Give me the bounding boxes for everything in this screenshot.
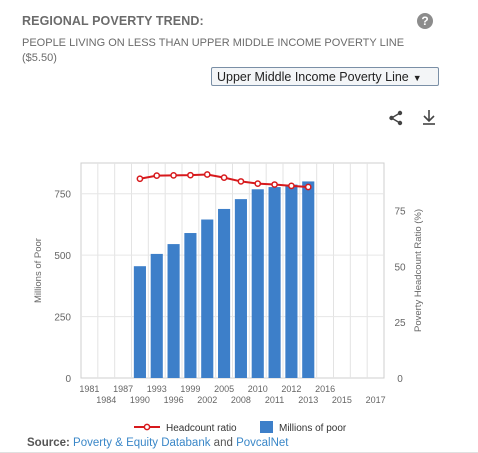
headcount-ratio-marker	[170, 172, 177, 179]
chart-title: REGIONAL POVERTY TREND:	[22, 14, 204, 28]
bar-millions-of-poor	[150, 253, 163, 378]
y-right-axis-label: Poverty Headcount Ratio (%)	[413, 209, 424, 332]
x-tick-label: 2010	[248, 384, 268, 394]
y-right-tick-label: 25	[394, 318, 406, 329]
source-label: Source:	[27, 437, 70, 449]
x-tick-label: 2011	[265, 395, 284, 405]
x-tick-label: 2008	[231, 395, 251, 405]
poverty-equity-databank-link[interactable]: Poverty & Equity Databank	[73, 437, 211, 449]
bar-millions-of-poor	[133, 266, 146, 378]
povcalnet-link[interactable]: PovcalNet	[236, 437, 289, 449]
x-tick-label: 2015	[332, 395, 352, 405]
source-line: Source: Poverty & Equity Databank and Po…	[27, 437, 288, 449]
x-tick-label: 2017	[366, 395, 386, 405]
bar-millions-of-poor	[201, 219, 214, 378]
y-left-tick-label: 500	[54, 251, 71, 262]
headcount-ratio-marker	[288, 182, 295, 190]
x-tick-label: 1993	[147, 384, 167, 394]
bar-millions-of-poor	[285, 184, 298, 378]
x-tick-label: 2012	[281, 384, 301, 394]
y-left-tick-label: 0	[65, 374, 71, 385]
bar-millions-of-poor	[302, 181, 315, 378]
y-right-tick-label: 50	[394, 262, 406, 273]
bar-millions-of-poor	[218, 208, 231, 378]
x-tick-label: 2016	[315, 384, 335, 394]
x-tick-label: 1996	[164, 395, 184, 405]
x-tick-label: 1990	[130, 395, 150, 405]
headcount-ratio-marker	[220, 174, 228, 181]
y-left-tick-label: 750	[54, 190, 71, 201]
x-tick-label: 1987	[113, 384, 133, 394]
y-left-axis-label: Millions of Poor	[33, 238, 44, 303]
headcount-ratio-marker	[254, 180, 262, 188]
headcount-ratio-marker	[271, 181, 278, 188]
bar-millions-of-poor	[234, 199, 247, 378]
help-icon[interactable]: ?	[417, 13, 433, 29]
headcount-ratio-marker	[153, 172, 161, 179]
poverty-line-select-value: Upper Middle Income Poverty Line	[217, 70, 409, 84]
y-right-tick-label: 0	[397, 374, 403, 385]
x-tick-label: 2002	[197, 395, 217, 405]
chevron-down-icon: ▼	[412, 73, 422, 83]
y-right-tick-label: 75	[394, 206, 406, 217]
headcount-ratio-marker	[237, 178, 245, 185]
poverty-line-select[interactable]: Upper Middle Income Poverty Line ▼	[211, 67, 439, 86]
bar-millions-of-poor	[268, 187, 281, 378]
legend-bar-swatch	[260, 421, 273, 433]
bar-millions-of-poor	[184, 233, 197, 378]
x-tick-label: 2005	[214, 384, 234, 394]
headcount-ratio-marker	[203, 171, 211, 178]
x-tick-label: 1981	[79, 384, 99, 394]
y-left-tick-label: 250	[54, 313, 71, 324]
headcount-ratio-marker	[187, 171, 194, 179]
x-tick-label: 1984	[96, 395, 116, 405]
x-tick-label: 2013	[298, 395, 318, 405]
bar-millions-of-poor	[251, 189, 264, 378]
legend-label-millions-of-poor: Millions of poor	[279, 423, 347, 434]
legend-line-marker	[143, 423, 151, 431]
share-icon[interactable]	[388, 110, 404, 126]
legend-label-headcount-ratio: Headcount ratio	[166, 423, 237, 434]
chart-subtitle: PEOPLE LIVING ON LESS THAN UPPER MIDDLE …	[22, 37, 405, 64]
bar-millions-of-poor	[167, 244, 180, 378]
headcount-ratio-marker	[136, 175, 144, 183]
source-connector: and	[213, 437, 233, 449]
headcount-ratio-marker	[304, 183, 312, 191]
x-tick-label: 1999	[180, 384, 200, 394]
download-icon[interactable]	[421, 108, 437, 126]
